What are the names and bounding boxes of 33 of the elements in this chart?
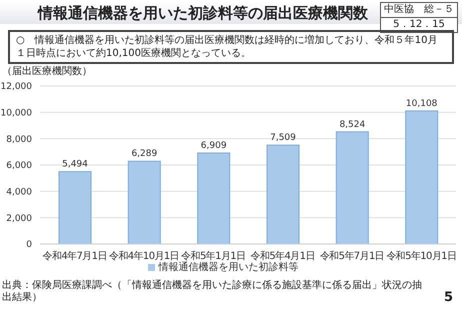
data-label: 8,524	[339, 120, 366, 130]
bar	[58, 171, 92, 244]
data-label: 6,289	[131, 149, 158, 160]
text: 5．12．15	[381, 17, 457, 32]
y-tick-label: 12,000	[0, 82, 32, 92]
bar	[197, 152, 230, 244]
x-tick-label: 令和4年10月1日	[108, 250, 180, 262]
data-label: 7,509	[270, 133, 296, 144]
y-tick-label: 8,000	[6, 134, 32, 145]
x-tick-label: 令和5年4月1日	[250, 250, 315, 262]
source-note: 出典：保険局医療課調べ（「情報通信機器を用いた診療に係る施設基準に係る届出」状況の抽出結果）	[2, 280, 422, 304]
y-tick-label: 6,000	[6, 161, 32, 172]
data-label: 5,494	[62, 160, 88, 170]
y-axis-title: （届出医療機関数）	[2, 64, 92, 78]
y-tick-label: 2,000	[6, 214, 32, 224]
text: 中医協 総－５	[383, 3, 455, 17]
bar	[336, 131, 369, 244]
y-tick-label: 10,000	[0, 108, 32, 119]
chart-title: 情報通信機器を用いた初診料等の届出医療機関数	[38, 4, 368, 23]
text: ○ 情報通信機器を用いた初診料等の届出医療機関数は経時的に増加しており、令和５年10月１日時点において約10,100医療機関となっている。	[8, 30, 454, 64]
x-tick-label: 令和5年1月1日	[181, 250, 246, 262]
text: 5	[444, 290, 454, 305]
x-tick-label: 令和5年10月1日	[386, 250, 456, 262]
data-label: 6,909	[200, 141, 227, 152]
y-tick-label: 4,000	[6, 188, 32, 198]
x-tick-label: 令和5年7月1日	[320, 250, 384, 262]
bar	[128, 160, 161, 244]
data-label: 10,108	[406, 98, 438, 109]
bar	[405, 110, 438, 244]
bar	[266, 144, 300, 244]
x-tick-label: 令和4年7月1日	[42, 250, 107, 262]
legend-label: 情報通信機器を用いた初診料等	[158, 262, 298, 273]
y-tick-label: 0	[26, 240, 32, 250]
